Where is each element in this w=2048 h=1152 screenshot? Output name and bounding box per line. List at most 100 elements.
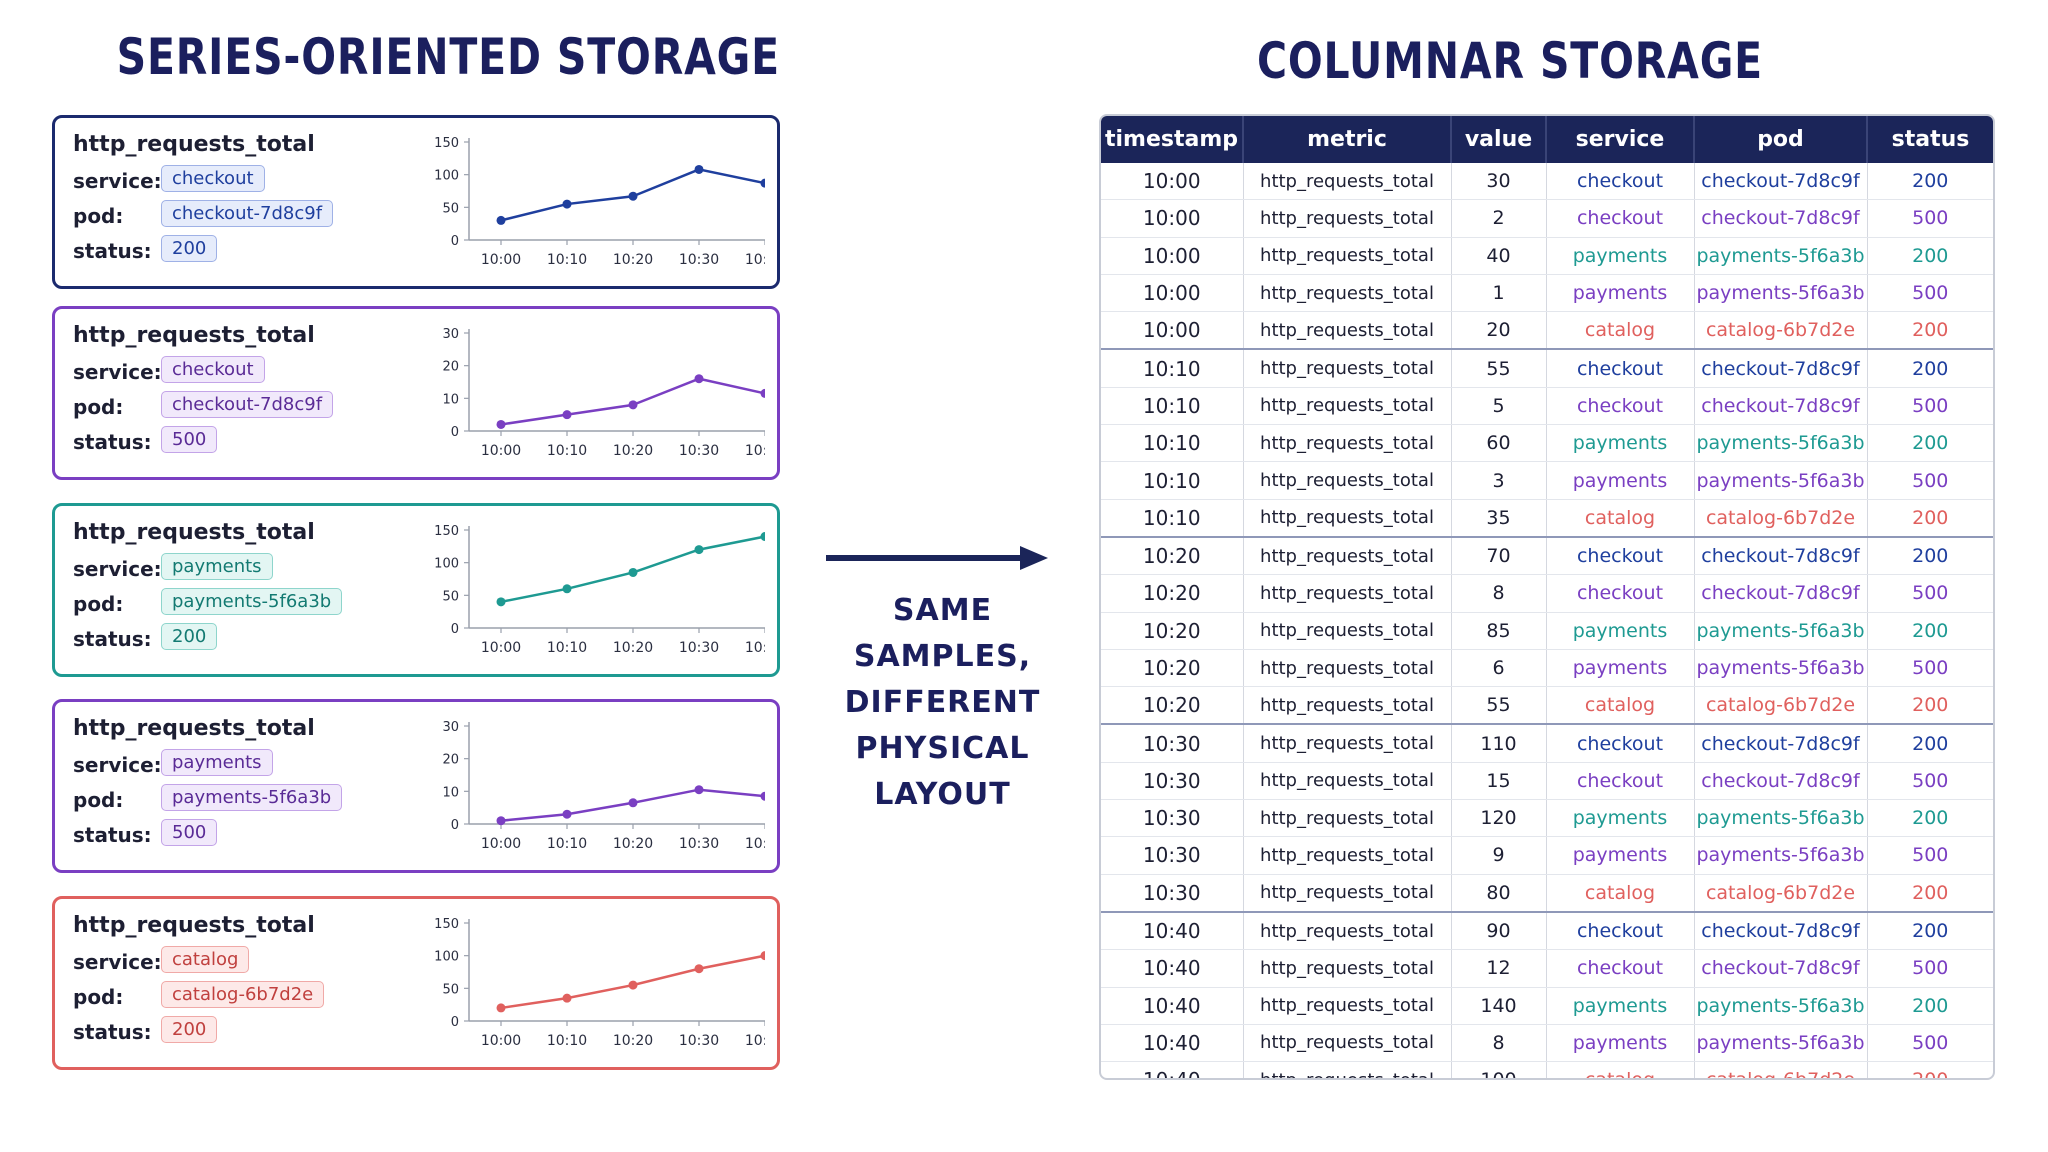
label-pod-key: pod: — [73, 592, 124, 616]
status-tag: 200 — [161, 623, 218, 650]
status-cell: 500 — [1867, 387, 1993, 426]
data-point — [694, 164, 704, 174]
service-tag: catalog — [161, 946, 250, 973]
x-tick-label: 10:40 — [745, 1033, 765, 1049]
value-cell: 85 — [1451, 612, 1547, 650]
metric-cell: http_requests_total — [1243, 461, 1452, 500]
value-cell: 12 — [1451, 949, 1547, 988]
service-cell: payments — [1546, 649, 1695, 688]
metric-cell: http_requests_total — [1243, 574, 1452, 613]
value-cell: 120 — [1451, 799, 1547, 838]
timestamp-cell: 10:20 — [1101, 612, 1244, 650]
data-point — [760, 791, 765, 801]
value-cell: 70 — [1451, 536, 1547, 576]
label-pod-key: pod: — [73, 985, 124, 1009]
x-tick-label: 10:00 — [481, 252, 521, 268]
label-service-key: service: — [73, 360, 162, 384]
service-cell: catalog — [1546, 1061, 1695, 1078]
data-point — [496, 1003, 506, 1013]
x-tick-label: 10:20 — [613, 836, 653, 852]
column-header-metric: metric — [1243, 116, 1452, 163]
service-cell: checkout — [1546, 762, 1695, 801]
timestamp-cell: 10:30 — [1101, 799, 1244, 838]
data-point — [760, 388, 765, 398]
pod-cell: payments-5f6a3b — [1694, 836, 1868, 875]
column-header-status: status — [1867, 116, 1993, 163]
x-tick-label: 10:20 — [613, 640, 653, 656]
caption-line: SAME SAMPLES, — [853, 593, 1032, 674]
metric-cell: http_requests_total — [1243, 762, 1452, 801]
label-status-key: status: — [73, 1020, 152, 1044]
metric-cell: http_requests_total — [1243, 536, 1452, 576]
table-row: 10:40 http_requests_total 8 payments payment… — [1101, 1024, 1993, 1063]
pod-cell: catalog-6b7d2e — [1694, 311, 1868, 351]
pod-tag: payments-5f6a3b — [161, 784, 343, 811]
service-tag: payments — [161, 553, 273, 580]
timestamp-cell: 10:40 — [1101, 911, 1244, 951]
metric-cell: http_requests_total — [1243, 424, 1452, 463]
column-header-service: service — [1546, 116, 1695, 163]
pod-tag: checkout-7d8c9f — [161, 391, 334, 418]
timestamp-cell: 10:30 — [1101, 762, 1244, 801]
columnar-storage-title: COLUMNAR STORAGE — [1256, 32, 1764, 90]
label-service-key: service: — [73, 169, 162, 193]
pod-cell: payments-5f6a3b — [1694, 424, 1868, 463]
x-tick-label: 10:00 — [481, 1033, 521, 1049]
column-header-pod: pod — [1694, 116, 1868, 163]
timestamp-cell: 10:40 — [1101, 987, 1244, 1025]
table-row: 10:00 http_requests_total 30 checkout checko… — [1101, 163, 1993, 201]
metric-cell: http_requests_total — [1243, 949, 1452, 988]
data-point — [562, 410, 572, 420]
status-cell: 200 — [1867, 237, 1993, 275]
table-row: 10:20 http_requests_total 55 catalog catalog… — [1101, 686, 1993, 726]
value-cell: 90 — [1451, 911, 1547, 951]
service-cell: catalog — [1546, 499, 1695, 538]
timestamp-cell: 10:10 — [1101, 424, 1244, 463]
x-tick-label: 10:10 — [547, 640, 587, 656]
pod-cell: checkout-7d8c9f — [1694, 387, 1868, 426]
status-cell: 200 — [1867, 799, 1993, 838]
series-chart: 0 10 20 30 10:00 10:10 10:20 10:30 10:40 — [442, 327, 765, 459]
timestamp-cell: 10:40 — [1101, 949, 1244, 988]
data-point — [694, 374, 704, 384]
x-tick-label: 10:40 — [745, 252, 765, 268]
x-tick-label: 10:10 — [547, 252, 587, 268]
value-cell: 40 — [1451, 237, 1547, 275]
status-cell: 500 — [1867, 949, 1993, 988]
pod-cell: catalog-6b7d2e — [1694, 686, 1868, 726]
service-cell: payments — [1546, 461, 1695, 500]
data-point — [628, 980, 638, 990]
x-tick-label: 10:30 — [679, 836, 719, 852]
status-cell: 500 — [1867, 1024, 1993, 1063]
x-tick-label: 10:20 — [613, 252, 653, 268]
data-point — [496, 419, 506, 429]
pod-tag: checkout-7d8c9f — [161, 200, 334, 227]
y-tick-label: 30 — [442, 720, 459, 735]
label-status-key: status: — [73, 627, 152, 651]
service-cell: payments — [1546, 274, 1695, 313]
table-row: 10:00 http_requests_total 40 payments paymen… — [1101, 237, 1993, 275]
column-header-timestamp: timestamp — [1101, 116, 1244, 163]
value-cell: 8 — [1451, 574, 1547, 613]
timestamp-cell: 10:00 — [1101, 163, 1244, 201]
pod-cell: catalog-6b7d2e — [1694, 499, 1868, 538]
service-cell: checkout — [1546, 949, 1695, 988]
table-row: 10:30 http_requests_total 15 checkout checko… — [1101, 762, 1993, 801]
service-tag: payments — [161, 749, 273, 776]
pod-cell: checkout-7d8c9f — [1694, 911, 1868, 951]
value-cell: 2 — [1451, 199, 1547, 238]
table-row: 10:40 http_requests_total 12 checkout checko… — [1101, 949, 1993, 988]
status-cell: 500 — [1867, 574, 1993, 613]
pod-cell: checkout-7d8c9f — [1694, 349, 1868, 388]
timestamp-cell: 10:30 — [1101, 836, 1244, 875]
caption-line: PHYSICAL LAYOUT — [855, 731, 1030, 812]
table-row: 10:10 http_requests_total 60 payments paymen… — [1101, 424, 1993, 463]
series-card: http_requests_total service: checkout pod: c… — [52, 306, 780, 480]
column-header-value: value — [1451, 116, 1547, 163]
service-cell: payments — [1546, 799, 1695, 838]
metric-cell: http_requests_total — [1243, 199, 1452, 238]
table-body: 10:00 http_requests_total 30 checkout checko… — [1101, 163, 1993, 1078]
timestamp-cell: 10:40 — [1101, 1061, 1244, 1078]
status-cell: 500 — [1867, 274, 1993, 313]
value-cell: 20 — [1451, 311, 1547, 351]
